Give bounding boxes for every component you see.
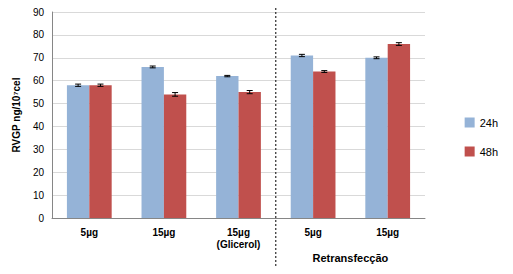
svg-text:0: 0 (38, 213, 44, 224)
svg-text:5µg: 5µg (304, 227, 321, 238)
svg-text:90: 90 (33, 7, 45, 18)
svg-text:60: 60 (33, 75, 45, 86)
svg-text:20: 20 (33, 167, 45, 178)
svg-text:5µg: 5µg (81, 227, 98, 238)
svg-text:70: 70 (33, 52, 45, 63)
svg-text:15µg: 15µg (227, 227, 250, 238)
svg-text:24h: 24h (480, 117, 498, 129)
svg-text:(Glicerol): (Glicerol) (217, 239, 261, 250)
svg-text:15µg: 15µg (152, 227, 175, 238)
svg-text:30: 30 (33, 144, 45, 155)
svg-text:RVGP ng/10⁷cel: RVGP ng/10⁷cel (11, 77, 22, 152)
svg-text:80: 80 (33, 29, 45, 40)
svg-text:40: 40 (33, 121, 45, 132)
svg-text:50: 50 (33, 98, 45, 109)
svg-text:10: 10 (33, 190, 45, 201)
svg-text:48h: 48h (480, 146, 498, 158)
svg-text:15µg: 15µg (376, 227, 399, 238)
svg-text:Retransfecção: Retransfecção (312, 252, 388, 264)
